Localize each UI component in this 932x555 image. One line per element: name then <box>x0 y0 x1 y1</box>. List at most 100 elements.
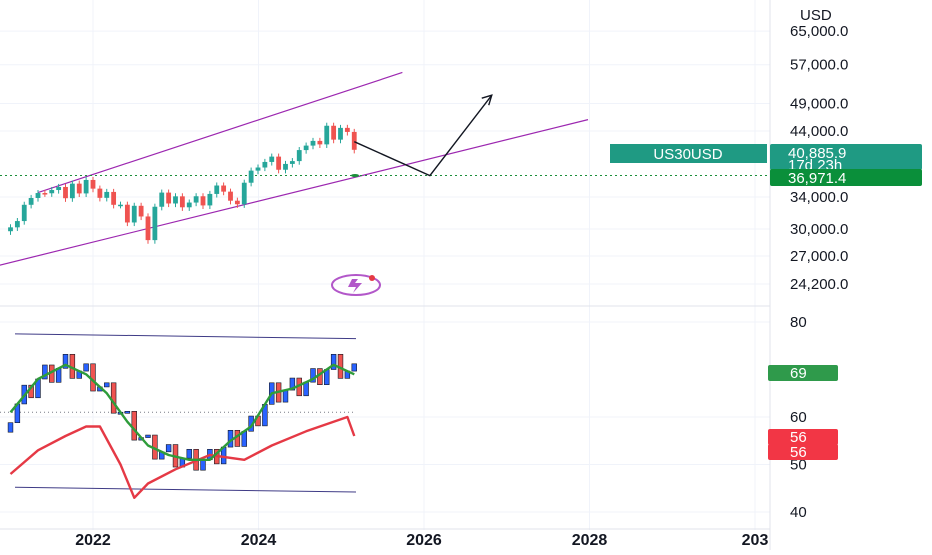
candle[interactable] <box>289 161 295 164</box>
candle[interactable] <box>35 193 41 198</box>
currency-label: USD <box>800 7 832 24</box>
rsi-bar[interactable] <box>83 363 89 372</box>
candle[interactable] <box>241 182 247 205</box>
candle[interactable] <box>200 196 206 206</box>
candle[interactable] <box>166 192 172 204</box>
candle[interactable] <box>193 196 199 203</box>
price-tick-label: 57,000.0 <box>790 57 848 74</box>
candle[interactable] <box>228 191 233 201</box>
rsi-bar[interactable] <box>310 368 316 383</box>
rsi-bar[interactable] <box>90 363 96 392</box>
rsi-ma-tag: 56 <box>790 429 807 446</box>
candle[interactable] <box>56 186 62 191</box>
rsi-tick-label: 50 <box>790 457 807 474</box>
candle[interactable] <box>269 156 275 162</box>
price-tick-label: 34,000.0 <box>790 189 848 206</box>
candle[interactable] <box>351 131 357 150</box>
tradingview-logo-icon <box>331 274 381 296</box>
candle[interactable] <box>21 204 27 222</box>
rsi-tag-bg <box>768 365 838 381</box>
rsi-bar[interactable] <box>289 377 296 391</box>
rsi-bar[interactable] <box>200 459 206 471</box>
rsi-bar[interactable] <box>110 382 117 414</box>
symbol-tag: US30USD <box>653 146 722 163</box>
rsi-channel-lower <box>14 486 357 493</box>
rsi-bar[interactable] <box>145 434 151 438</box>
rsi-bar[interactable] <box>62 353 69 369</box>
projection-path <box>354 94 493 177</box>
candle[interactable] <box>310 140 316 146</box>
candle[interactable] <box>331 125 337 140</box>
level-tag-bg <box>770 169 922 186</box>
channel-upper-line <box>37 71 403 194</box>
candle[interactable] <box>186 202 192 208</box>
rsi-bar[interactable] <box>330 353 337 370</box>
candle[interactable] <box>28 197 34 205</box>
rsi-tick-label: 40 <box>790 504 807 521</box>
logo-bolt <box>348 279 362 293</box>
candle[interactable] <box>303 145 309 151</box>
candle[interactable] <box>49 190 55 194</box>
candle[interactable] <box>262 161 268 168</box>
rsi-ma-tag-bg <box>768 429 838 445</box>
candle[interactable] <box>179 196 185 208</box>
candle[interactable] <box>234 200 240 205</box>
rsi-bar[interactable] <box>165 444 172 453</box>
candle[interactable] <box>124 204 130 223</box>
candle[interactable] <box>104 191 110 198</box>
candle[interactable] <box>83 179 89 194</box>
price-tick-label: 24,200.0 <box>790 276 848 293</box>
rsi-bar[interactable] <box>131 410 137 441</box>
rsi-bar[interactable] <box>351 363 357 372</box>
candle[interactable] <box>131 205 137 223</box>
candle-series[interactable] <box>8 122 359 244</box>
candle[interactable] <box>97 188 103 198</box>
candle[interactable] <box>8 227 13 232</box>
price-channel <box>0 71 589 266</box>
time-axis[interactable]: 2022 2024 2026 2028 203 <box>0 528 770 549</box>
candle[interactable] <box>118 204 123 207</box>
rsi-ma2-tag-bg <box>768 444 838 460</box>
candle[interactable] <box>14 221 20 228</box>
candle[interactable] <box>152 206 158 241</box>
arrow-head <box>481 94 493 106</box>
rsi-tick-label: 60 <box>790 409 807 426</box>
candle[interactable] <box>344 127 350 132</box>
candle[interactable] <box>69 183 75 199</box>
candle[interactable] <box>276 156 282 170</box>
rsi-bar[interactable] <box>104 382 110 388</box>
rsi-bar[interactable] <box>186 448 192 459</box>
time-tick-label: 2026 <box>406 532 442 549</box>
candle[interactable] <box>317 140 323 145</box>
rsi-bar[interactable] <box>282 389 289 403</box>
candle[interactable] <box>255 167 261 171</box>
candle[interactable] <box>159 192 165 207</box>
candle[interactable] <box>138 205 144 217</box>
candle[interactable] <box>42 193 48 195</box>
time-tick-label: 2022 <box>75 532 111 549</box>
candle[interactable] <box>296 150 302 162</box>
candle[interactable] <box>248 170 254 183</box>
rsi-bar[interactable] <box>42 364 48 380</box>
candle[interactable] <box>76 183 82 194</box>
candle[interactable] <box>324 125 330 145</box>
candle[interactable] <box>207 193 213 206</box>
candle[interactable] <box>145 216 151 241</box>
candle[interactable] <box>90 179 96 189</box>
price-tick-label: 30,000.0 <box>790 221 848 238</box>
rsi-bar[interactable] <box>7 422 14 433</box>
rsi-panel[interactable] <box>0 333 357 499</box>
candle[interactable] <box>338 127 343 140</box>
candle[interactable] <box>214 185 220 194</box>
candle[interactable] <box>111 191 117 205</box>
candle[interactable] <box>283 163 288 170</box>
candle[interactable] <box>63 186 68 199</box>
rsi-bar[interactable] <box>124 410 131 414</box>
logo-ring <box>331 274 381 296</box>
level-marker <box>351 173 359 178</box>
candle[interactable] <box>173 196 178 204</box>
candle[interactable] <box>221 185 227 192</box>
